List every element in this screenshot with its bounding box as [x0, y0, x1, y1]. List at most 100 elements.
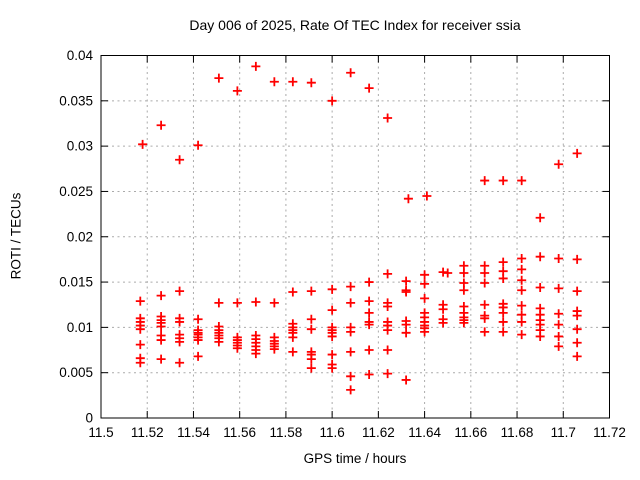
data-point-marker [498, 176, 508, 186]
y-tick-label: 0.035 [59, 93, 93, 108]
data-point-marker [554, 159, 564, 169]
data-point-marker [327, 284, 337, 294]
x-tick-label: 11.58 [270, 425, 303, 440]
x-tick-label: 11.62 [362, 425, 395, 440]
data-point-marker [438, 267, 448, 277]
data-point-marker [480, 278, 490, 288]
data-point-marker [572, 338, 582, 348]
data-point-marker [214, 298, 224, 308]
x-axis-label: GPS time / hours [303, 451, 407, 466]
data-point-marker [498, 273, 508, 283]
data-point-marker [480, 313, 490, 323]
data-point-marker [175, 155, 185, 165]
plot-border [100, 55, 610, 419]
data-point-marker [175, 286, 185, 296]
data-point-marker [288, 287, 298, 297]
y-tick-label: 0.02 [67, 229, 93, 244]
y-tick-label: 0.015 [59, 275, 93, 290]
data-point-marker [346, 68, 356, 78]
data-point-marker [517, 176, 527, 186]
data-point-marker [401, 287, 411, 297]
data-point-marker [403, 194, 413, 204]
data-point-marker [480, 300, 490, 310]
data-point-marker [572, 254, 582, 264]
data-point-marker [251, 61, 261, 71]
data-point-marker [535, 283, 545, 292]
x-tick-label: 11.66 [454, 425, 487, 440]
data-point-marker [517, 317, 527, 327]
data-point-marker [306, 324, 316, 334]
data-point-marker [498, 327, 508, 337]
x-tick-label: 11.54 [177, 425, 210, 440]
data-point-marker [401, 276, 411, 286]
x-tick-label: 11.5 [88, 425, 113, 440]
data-point-marker [214, 73, 224, 83]
y-tick-label: 0.04 [67, 48, 94, 63]
data-point-marker [288, 332, 298, 342]
data-point-marker [535, 252, 545, 262]
chart-title: Day 006 of 2025, Rate Of TEC Index for r… [189, 17, 521, 33]
data-point-marker [572, 148, 582, 158]
data-point-marker [135, 340, 145, 350]
x-tick-label: 11.52 [131, 425, 164, 440]
data-point-marker [517, 275, 527, 285]
data-point-marker [156, 291, 166, 301]
data-point-marker [420, 293, 430, 303]
data-point-marker [346, 385, 356, 395]
data-point-marker [364, 83, 374, 93]
data-point-marker [288, 347, 298, 357]
data-point-marker [572, 286, 582, 296]
data-point-marker [251, 349, 261, 359]
data-point-marker [364, 308, 374, 318]
data-point-marker [346, 371, 356, 381]
data-point-marker [364, 296, 374, 306]
data-point-marker [232, 86, 242, 96]
data-point-marker [459, 285, 469, 295]
data-point-marker [327, 363, 337, 373]
data-point-marker [346, 347, 356, 357]
data-point-marker [232, 298, 242, 308]
data-point-marker [383, 113, 393, 123]
data-point-marker [346, 282, 356, 292]
data-point-marker [480, 268, 490, 278]
data-point-marker [156, 335, 166, 345]
data-point-marker [517, 301, 527, 311]
data-point-marker [306, 363, 316, 373]
data-point-marker [438, 318, 448, 328]
data-point-marker [401, 320, 411, 330]
data-point-marker [383, 325, 393, 335]
data-point-marker [517, 254, 527, 263]
data-point-marker [535, 213, 545, 223]
data-point-marker [135, 358, 145, 368]
data-point-marker [401, 328, 411, 338]
data-point-marker [480, 176, 490, 186]
data-point-marker [517, 285, 527, 295]
data-point-marker [327, 331, 337, 341]
x-tick-label: 11.68 [501, 425, 534, 440]
data-point-marker [232, 343, 242, 353]
data-point-marker [498, 317, 508, 327]
data-point-marker [175, 317, 185, 327]
data-point-marker [251, 297, 261, 307]
y-tick-label: 0 [85, 411, 93, 426]
y-tick-label: 0.01 [67, 320, 93, 335]
data-point-marker [306, 78, 316, 88]
data-point-marker [156, 321, 166, 331]
data-point-marker [327, 96, 337, 106]
x-tick-label: 11.56 [223, 425, 256, 440]
data-point-marker [572, 324, 582, 334]
data-point-marker [346, 298, 356, 308]
data-point-marker [193, 351, 203, 361]
data-point-marker [554, 331, 564, 341]
data-point-marker [401, 375, 411, 385]
data-point-marker [517, 330, 527, 340]
data-point-marker [517, 264, 527, 274]
data-point-marker [572, 351, 582, 361]
data-point-marker [269, 77, 279, 87]
data-point-marker [422, 191, 432, 201]
data-point-marker [420, 279, 430, 289]
data-point-marker [554, 254, 564, 263]
data-point-marker [327, 305, 337, 315]
